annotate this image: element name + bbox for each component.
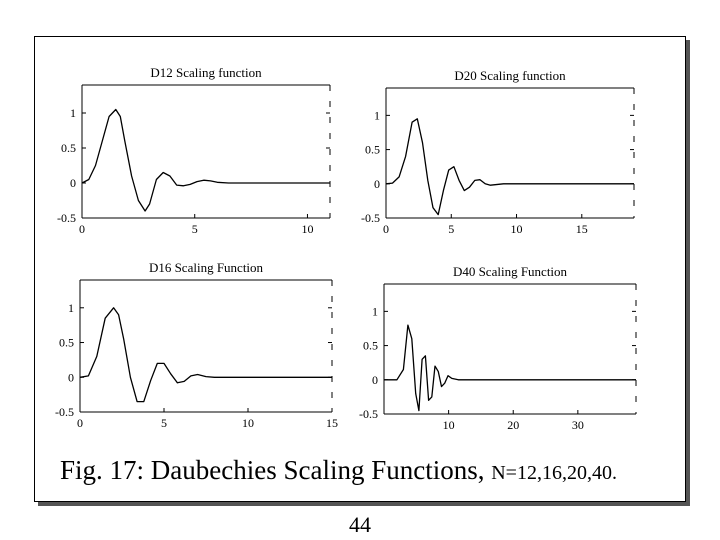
chart-2-ytick-label: 1 bbox=[374, 108, 380, 122]
chart-3-xtick-label: 10 bbox=[242, 416, 254, 430]
chart-1-ytick-label: 1 bbox=[70, 106, 76, 120]
chart-2-xtick-label: 10 bbox=[511, 222, 523, 236]
chart-2-ytick-label: 0.5 bbox=[365, 143, 380, 157]
chart-4-xtick-label: 10 bbox=[443, 418, 455, 432]
chart-1-xtick-label: 5 bbox=[192, 222, 198, 236]
caption-main: Fig. 17: Daubechies Scaling Functions, bbox=[60, 455, 492, 485]
chart-1-ytick-label: 0.5 bbox=[61, 141, 76, 155]
chart-3-ytick-label: -0.5 bbox=[55, 405, 74, 419]
chart-4-series-line bbox=[384, 324, 636, 412]
chart-3-series-line bbox=[79, 307, 332, 403]
chart-2-series-line bbox=[385, 118, 634, 216]
chart-1-ytick-label: 0 bbox=[70, 176, 76, 190]
caption-values: N=12,16,20,40. bbox=[491, 462, 617, 484]
chart-1-xtick-label: 0 bbox=[79, 222, 85, 236]
chart-4-ytick-label: 0.5 bbox=[363, 339, 378, 353]
chart-2-xtick-label: 0 bbox=[383, 222, 389, 236]
chart-3-xtick-label: 5 bbox=[161, 416, 167, 430]
chart-4-xtick-label: 20 bbox=[507, 418, 519, 432]
slide-frame bbox=[34, 36, 686, 502]
chart-4-title: D40 Scaling Function bbox=[453, 264, 568, 279]
chart-4-ytick-label: -0.5 bbox=[359, 407, 378, 421]
chart-4-ytick-label: 1 bbox=[372, 304, 378, 318]
chart-4-ytick-label: 0 bbox=[372, 373, 378, 387]
chart-1-ytick-label: -0.5 bbox=[57, 211, 76, 225]
chart-2-xtick-label: 15 bbox=[576, 222, 588, 236]
chart-2-xtick-label: 5 bbox=[448, 222, 454, 236]
chart-3-ytick-label: 0.5 bbox=[59, 336, 74, 350]
chart-3-ytick-label: 0 bbox=[68, 370, 74, 384]
page-number: 44 bbox=[349, 512, 371, 537]
chart-2-ytick-label: 0 bbox=[374, 177, 380, 191]
chart-1-title: D12 Scaling function bbox=[150, 65, 262, 80]
chart-4-xtick-label: 30 bbox=[572, 418, 584, 432]
chart-3-xtick-label: 15 bbox=[326, 416, 338, 430]
chart-2-ytick-label: -0.5 bbox=[361, 211, 380, 225]
chart-3-xtick-label: 0 bbox=[77, 416, 83, 430]
chart-3-title: D16 Scaling Function bbox=[149, 260, 264, 275]
chart-3-ytick-label: 1 bbox=[68, 301, 74, 315]
chart-2-title: D20 Scaling function bbox=[454, 68, 566, 83]
chart-1-xtick-label: 10 bbox=[301, 222, 313, 236]
figure-caption: Fig. 17: Daubechies Scaling Functions, N… bbox=[60, 455, 680, 486]
chart-1-series-line bbox=[81, 108, 330, 212]
